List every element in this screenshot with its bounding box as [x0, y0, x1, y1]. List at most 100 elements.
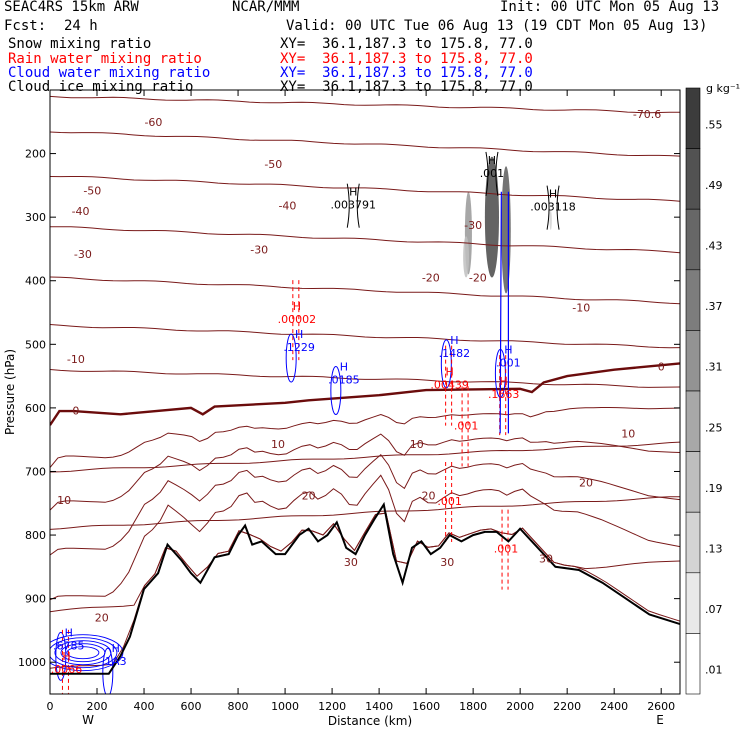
temperature-label: -50: [83, 184, 101, 197]
x-tick-label: 1400: [365, 700, 393, 713]
x-tick-label: 600: [181, 700, 202, 713]
max-value-label: .001: [480, 167, 505, 180]
x-tick-label: 400: [134, 700, 155, 713]
y-tick-label: 1000: [18, 656, 46, 669]
isotherm-line: [50, 441, 680, 473]
freezing-level-line: [50, 362, 680, 426]
temperature-label: 20: [579, 476, 593, 489]
temperature-label: 0: [658, 361, 665, 374]
max-value-label: .001: [496, 356, 521, 369]
temperature-label: -20: [422, 272, 440, 285]
isotherm-line: [50, 95, 680, 114]
cloud-water-contour: [60, 643, 106, 663]
max-marker-h: H: [450, 334, 458, 347]
colorbar-unit: g kg⁻¹: [706, 82, 740, 95]
y-tick-label: 200: [25, 148, 46, 161]
max-value-label: .1229: [283, 341, 315, 354]
temperature-label: -50: [264, 158, 282, 171]
freezing-level-contour: [50, 362, 680, 426]
temperature-label: 30: [539, 553, 553, 566]
colorbar-label: .55: [705, 118, 723, 131]
isotherm-line: [50, 369, 680, 388]
isotherm-line: [50, 496, 680, 530]
temperature-label: 10: [410, 438, 424, 451]
temperature-label: -10: [572, 301, 590, 314]
snow-contour: [546, 185, 560, 230]
colorbar-label: .49: [705, 179, 723, 192]
isotherm-line: [50, 407, 680, 468]
x-tick-label: 1600: [412, 700, 440, 713]
plot-frame: [49, 89, 681, 695]
east-label: E: [656, 713, 664, 727]
field-xy-snow: XY= 36.1,187.3 to 175.8, 77.0: [280, 36, 533, 52]
temperature-label: 30: [440, 556, 454, 569]
x-tick-label: 1000: [271, 700, 299, 713]
colorbar-label: .13: [705, 543, 723, 556]
x-tick-label: 2000: [506, 700, 534, 713]
y-tick-label: 500: [25, 338, 46, 351]
valid-time: Valid: 00 UTC Tue 06 Aug 13 (19 CDT Mon …: [286, 18, 708, 34]
max-value-label: .0185: [328, 374, 360, 387]
colorbar-segment: [685, 390, 701, 452]
field-xy-ice: XY= 36.1,187.3 to 175.8, 77.0: [280, 79, 533, 95]
isotherm-line: [50, 512, 680, 613]
cloud-water-contour: [102, 647, 114, 694]
field-name-ice: Cloud ice mixing ratio: [8, 79, 194, 95]
terrain-line: [50, 501, 681, 675]
cloud-water-contour: [285, 333, 297, 383]
max-marker-h: H: [488, 154, 496, 167]
cloud-water-contour: [499, 191, 509, 434]
max-marker-h: H: [65, 626, 73, 639]
isotherm-line: [50, 131, 680, 157]
x-tick-label: 1800: [459, 700, 487, 713]
isotherm-line: [50, 474, 680, 601]
temperature-label: -70.6: [633, 108, 661, 121]
field-xy-cloud: XY= 36.1,187.3 to 175.8, 77.0: [280, 65, 533, 81]
colorbar-label: .07: [705, 603, 723, 616]
max-value-label: .001: [437, 495, 462, 508]
snow-contour: [346, 183, 360, 228]
temperature-label: 20: [302, 490, 316, 503]
y-axis-label: Pressure (hPa): [3, 349, 17, 435]
colorbar-label: .19: [705, 482, 723, 495]
fcst-value: 24 h: [64, 18, 98, 34]
init-time: Init: 00 UTC Mon 05 Aug 13: [500, 0, 720, 15]
field-name-snow: Snow mixing ratio: [8, 36, 152, 52]
field-name-rain: Rain water mixing ratio: [8, 51, 202, 67]
x-axis: 0 200 400 600 800 1000 1200 1400 1600 1800 2000 220…: [47, 90, 675, 713]
shading-blob: [549, 210, 552, 230]
isotherm-line: [50, 453, 680, 556]
temperature-label: 20: [95, 612, 109, 625]
cloud-water-contour: [54, 640, 112, 666]
temperature-label: -30: [74, 248, 92, 261]
max-value-label: .1482: [439, 347, 471, 360]
y-tick-label: 600: [25, 402, 46, 415]
colorbar-segment: [685, 87, 701, 149]
x-tick-label: 1200: [318, 700, 346, 713]
temperature-label: 0: [72, 404, 79, 417]
west-label: W: [82, 713, 94, 727]
max-marker-h: H: [62, 650, 70, 663]
max-marker-h: H: [295, 328, 303, 341]
max-value-label: .6785: [53, 639, 85, 652]
colorbar-label: .25: [705, 421, 723, 434]
max-value-label: .00439: [430, 379, 469, 392]
cloud-water-contour: [330, 366, 342, 416]
shading-blob: [501, 166, 511, 294]
max-value-label: .003118: [530, 201, 576, 214]
colorbar-label: .43: [705, 240, 723, 253]
max-marker-h: H: [549, 188, 557, 201]
hydrometeor-contours: [50, 151, 560, 694]
max-marker-h: H: [349, 186, 357, 199]
colorbar-segment: [685, 451, 701, 513]
y-tick-label: 900: [25, 593, 46, 606]
x-tick-label: 800: [228, 700, 249, 713]
colorbar-segment: [685, 633, 701, 695]
cloud-water-contour: [440, 339, 452, 389]
temperature-label: -40: [278, 200, 296, 213]
field-name-cloud: Cloud water mixing ratio: [8, 65, 211, 81]
center-title: NCAR/MMM: [232, 0, 300, 15]
temperature-label: 10: [57, 494, 71, 507]
x-tick-label: 2400: [600, 700, 628, 713]
